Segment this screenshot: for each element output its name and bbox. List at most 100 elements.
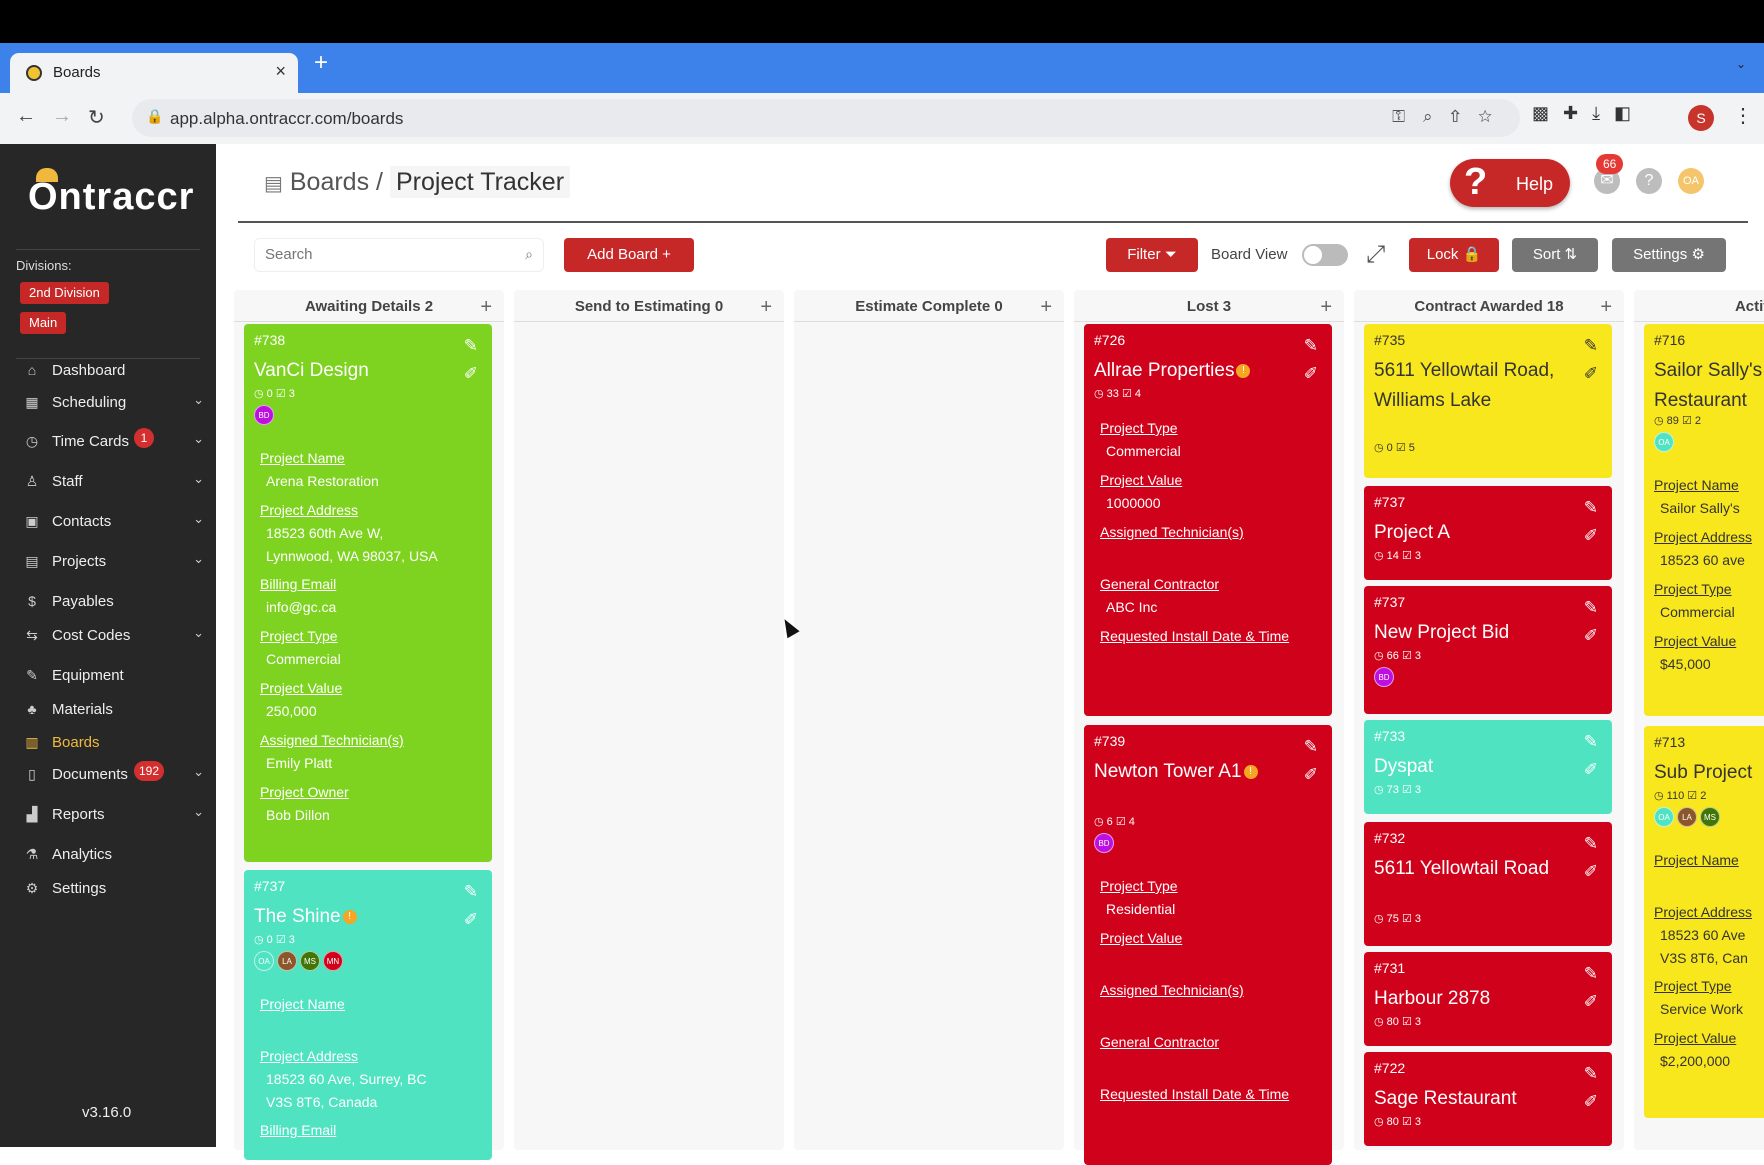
board-card[interactable]: #713 Sub Project ◷ 110 ☑ 2 OA LA MS Project Na… xyxy=(1644,726,1764,1118)
field-label[interactable]: Billing Email xyxy=(260,1122,337,1138)
board-card[interactable]: #737 Project A ✎ ✐ ◷ 14 ☑ 3 xyxy=(1364,486,1612,580)
field-label[interactable]: Project Name xyxy=(1654,477,1739,493)
edit-form-icon[interactable]: ✐ xyxy=(1583,364,1598,383)
division-badge[interactable]: Main xyxy=(20,312,67,334)
fullscreen-icon[interactable]: ⤢ xyxy=(1366,241,1386,268)
edit-icon[interactable]: ✎ xyxy=(463,882,478,901)
extensions-icons[interactable]: ▩✚⤓◧ xyxy=(1532,103,1646,123)
edit-icon[interactable]: ✎ xyxy=(1583,732,1598,751)
avatar[interactable]: MS xyxy=(1700,807,1720,827)
tab-close-icon[interactable]: × xyxy=(275,61,286,81)
tab-search-icon[interactable]: ⌄ xyxy=(1735,57,1746,71)
edit-form-icon[interactable]: ✐ xyxy=(1583,526,1598,545)
edit-icon[interactable]: ✎ xyxy=(1583,598,1598,617)
field-label[interactable]: Project Value xyxy=(1100,472,1183,488)
board-card[interactable]: #735 5611 Yellowtail Road, Williams Lake ✎… xyxy=(1364,324,1612,478)
app-logo[interactable]: Ontraccr xyxy=(28,168,194,219)
board-card[interactable]: #737 The Shine! ✎ ✐ ◷ 0 ☑ 3 OA LA MS MN Project N… xyxy=(244,870,492,1160)
search-icon[interactable]: ⌕ xyxy=(525,246,533,262)
chevron-down-icon[interactable]: ⌄ xyxy=(193,804,204,819)
board-card[interactable]: #737 New Project Bid ✎ ✐ ◷ 66 ☑ 3 BD xyxy=(1364,586,1612,714)
board-card[interactable]: #731 Harbour 2878 ✎ ✐ ◷ 80 ☑ 3 xyxy=(1364,952,1612,1046)
add-board-button[interactable]: Add Board + xyxy=(564,238,694,272)
edit-form-icon[interactable]: ✐ xyxy=(1583,760,1598,779)
field-label[interactable]: Assigned Technician(s) xyxy=(1100,524,1244,540)
sidebar-item-time-cards[interactable]: ◷ Time Cards 1 ⌄ xyxy=(24,428,204,456)
edit-form-icon[interactable]: ✐ xyxy=(1583,862,1598,881)
field-label[interactable]: General Contractor xyxy=(1100,1034,1220,1050)
board-view-toggle[interactable] xyxy=(1302,244,1348,266)
chevron-down-icon[interactable]: ⌄ xyxy=(193,511,204,526)
board-card[interactable]: #722 Sage Restaurant ✎ ✐ ◷ 80 ☑ 3 xyxy=(1364,1052,1612,1146)
sidebar-item-reports[interactable]: ▟ Reports ⌄ xyxy=(24,801,204,829)
board-card[interactable]: #716 Sailor Sally's Restaurant ◷ 89 ☑ 2 OA P… xyxy=(1644,324,1764,716)
field-label[interactable]: Requested Install Date & Time xyxy=(1100,1086,1290,1102)
field-label[interactable]: Assigned Technician(s) xyxy=(260,732,404,748)
chevron-down-icon[interactable]: ⌄ xyxy=(193,625,204,640)
field-label[interactable]: Project Type xyxy=(1654,581,1732,597)
sort-button[interactable]: Sort ⇅ xyxy=(1512,238,1598,272)
field-label[interactable]: Billing Email xyxy=(260,576,337,592)
sidebar-item-settings[interactable]: ⚙ Settings xyxy=(24,875,204,903)
sidebar-item-staff[interactable]: ♙ Staff ⌄ xyxy=(24,468,204,496)
lock-icon[interactable]: 🔒 xyxy=(146,108,164,124)
field-label[interactable]: Project Type xyxy=(260,628,338,644)
board-card[interactable]: #733 Dyspat ✎ ✐ ◷ 73 ☑ 3 xyxy=(1364,720,1612,814)
sidebar-item-boards[interactable]: ▥ Boards xyxy=(24,729,204,757)
field-label[interactable]: Project Address xyxy=(1654,904,1753,920)
search-field[interactable]: ⌕ xyxy=(254,238,544,272)
edit-form-icon[interactable]: ✐ xyxy=(1583,626,1598,645)
field-label[interactable]: Project Address xyxy=(260,1048,359,1064)
field-label[interactable]: General Contractor xyxy=(1100,576,1220,592)
forward-icon[interactable]: → xyxy=(52,105,72,127)
edit-form-icon[interactable]: ✐ xyxy=(1303,364,1318,383)
filter-button[interactable]: Filter ⏷ xyxy=(1106,238,1198,272)
sidebar-item-payables[interactable]: $ Payables xyxy=(24,588,204,616)
help-button[interactable]: ? Help xyxy=(1450,159,1570,207)
chevron-down-icon[interactable]: ⌄ xyxy=(193,431,204,446)
edit-icon[interactable]: ✎ xyxy=(1303,336,1318,355)
field-label[interactable]: Project Value xyxy=(1654,1030,1737,1046)
edit-icon[interactable]: ✎ xyxy=(1583,498,1598,517)
edit-icon[interactable]: ✎ xyxy=(1583,336,1598,355)
edit-form-icon[interactable]: ✐ xyxy=(463,364,478,383)
avatar[interactable]: BD xyxy=(1094,833,1114,853)
add-card-button[interactable]: + xyxy=(1320,296,1332,318)
field-label[interactable]: Assigned Technician(s) xyxy=(1100,982,1244,998)
browser-tab[interactable]: Boards × xyxy=(10,53,298,93)
avatar[interactable]: LA xyxy=(1677,807,1697,827)
profile-avatar[interactable]: S xyxy=(1688,105,1714,131)
avatar[interactable]: MN xyxy=(323,951,343,971)
field-label[interactable]: Project Value xyxy=(260,680,343,696)
board-card[interactable]: #726 Allrae Properties! ✎ ✐ ◷ 33 ☑ 4 Project … xyxy=(1084,324,1332,716)
add-card-button[interactable]: + xyxy=(1040,296,1052,318)
sidebar-item-scheduling[interactable]: ▦ Scheduling ⌄ xyxy=(24,389,204,417)
edit-form-icon[interactable]: ✐ xyxy=(463,910,478,929)
address-bar-icons[interactable]: ⚿⌕⇧☆ xyxy=(1392,107,1510,126)
edit-form-icon[interactable]: ✐ xyxy=(1583,1092,1598,1111)
division-badge[interactable]: 2nd Division xyxy=(20,282,109,304)
field-label[interactable]: Project Name xyxy=(1654,852,1739,868)
avatar[interactable]: MS xyxy=(300,951,320,971)
sidebar-item-materials[interactable]: ♣ Materials xyxy=(24,696,204,724)
lock-button[interactable]: Lock 🔒 xyxy=(1409,238,1499,272)
avatar[interactable]: BD xyxy=(1374,667,1394,687)
browser-menu-icon[interactable]: ⋮ xyxy=(1733,105,1753,127)
field-label[interactable]: Project Name xyxy=(260,996,345,1012)
sidebar-item-dashboard[interactable]: ⌂ Dashboard xyxy=(24,357,204,385)
sidebar-item-equipment[interactable]: ✎ Equipment xyxy=(24,662,204,690)
edit-form-icon[interactable]: ✐ xyxy=(1583,992,1598,1011)
breadcrumb-root[interactable]: Boards xyxy=(289,168,370,196)
field-label[interactable]: Project Type xyxy=(1100,420,1178,436)
reload-icon[interactable]: ↻ xyxy=(88,107,105,129)
add-card-button[interactable]: + xyxy=(480,296,492,318)
add-card-button[interactable]: + xyxy=(1600,296,1612,318)
field-label[interactable]: Project Name xyxy=(260,450,345,466)
sidebar-item-analytics[interactable]: ⚗ Analytics xyxy=(24,841,204,869)
avatar[interactable]: OA xyxy=(254,951,274,971)
search-input[interactable] xyxy=(265,246,505,263)
avatar[interactable]: LA xyxy=(277,951,297,971)
chevron-down-icon[interactable]: ⌄ xyxy=(193,551,204,566)
add-card-button[interactable]: + xyxy=(760,296,772,318)
edit-icon[interactable]: ✎ xyxy=(463,336,478,355)
